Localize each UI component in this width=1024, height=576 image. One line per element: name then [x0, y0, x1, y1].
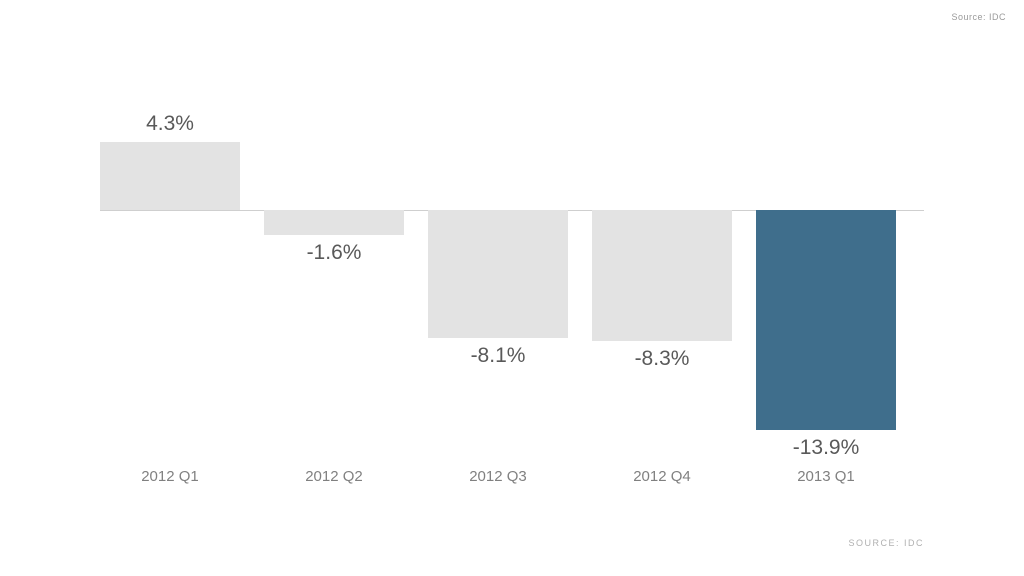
- bar-group: -1.6%: [264, 80, 404, 480]
- bar-group: 4.3%: [100, 80, 240, 480]
- bar-group: -8.3%: [592, 80, 732, 480]
- bar: [264, 210, 404, 235]
- bar-value-label: -8.1%: [428, 344, 568, 368]
- bar: [100, 142, 240, 210]
- bar-value-label: 4.3%: [100, 112, 240, 136]
- category-label: 2012 Q1: [90, 468, 250, 485]
- bar-value-label: -1.6%: [264, 241, 404, 265]
- category-label: 2012 Q2: [254, 468, 414, 485]
- bar-value-label: -13.9%: [756, 436, 896, 460]
- category-label: 2012 Q3: [418, 468, 578, 485]
- source-label-bottom: SOURCE: IDC: [848, 538, 924, 548]
- bar-highlight: [756, 210, 896, 430]
- bar-group: -13.9%: [756, 80, 896, 480]
- bar-value-label: -8.3%: [592, 347, 732, 371]
- category-label: 2012 Q4: [582, 468, 742, 485]
- bar: [592, 210, 732, 341]
- bar-group: -8.1%: [428, 80, 568, 480]
- bar-chart: 4.3%-1.6%-8.1%-8.3%-13.9% 2012 Q12012 Q2…: [100, 80, 924, 480]
- source-label-top: Source: IDC: [951, 12, 1006, 22]
- bar: [428, 210, 568, 338]
- category-label: 2013 Q1: [746, 468, 906, 485]
